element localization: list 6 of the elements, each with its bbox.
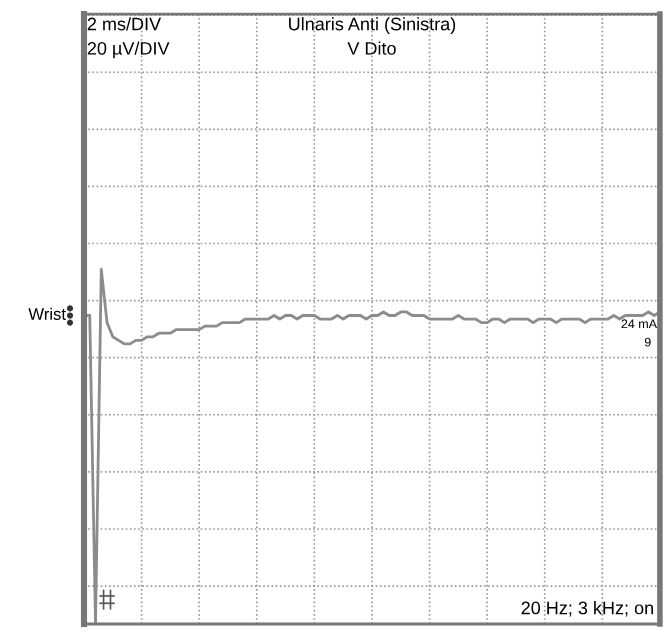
chart-title: Ulnaris Anti (Sinistra) <box>289 17 456 34</box>
text: 20 µV/DIV <box>87 41 170 59</box>
annotation: 20 Hz; 3 kHz; on <box>521 601 653 617</box>
chart-subtitle: V Dito <box>347 41 396 55</box>
text: 2 ms/DIV <box>87 17 162 31</box>
series-label: Wrist <box>28 307 66 320</box>
